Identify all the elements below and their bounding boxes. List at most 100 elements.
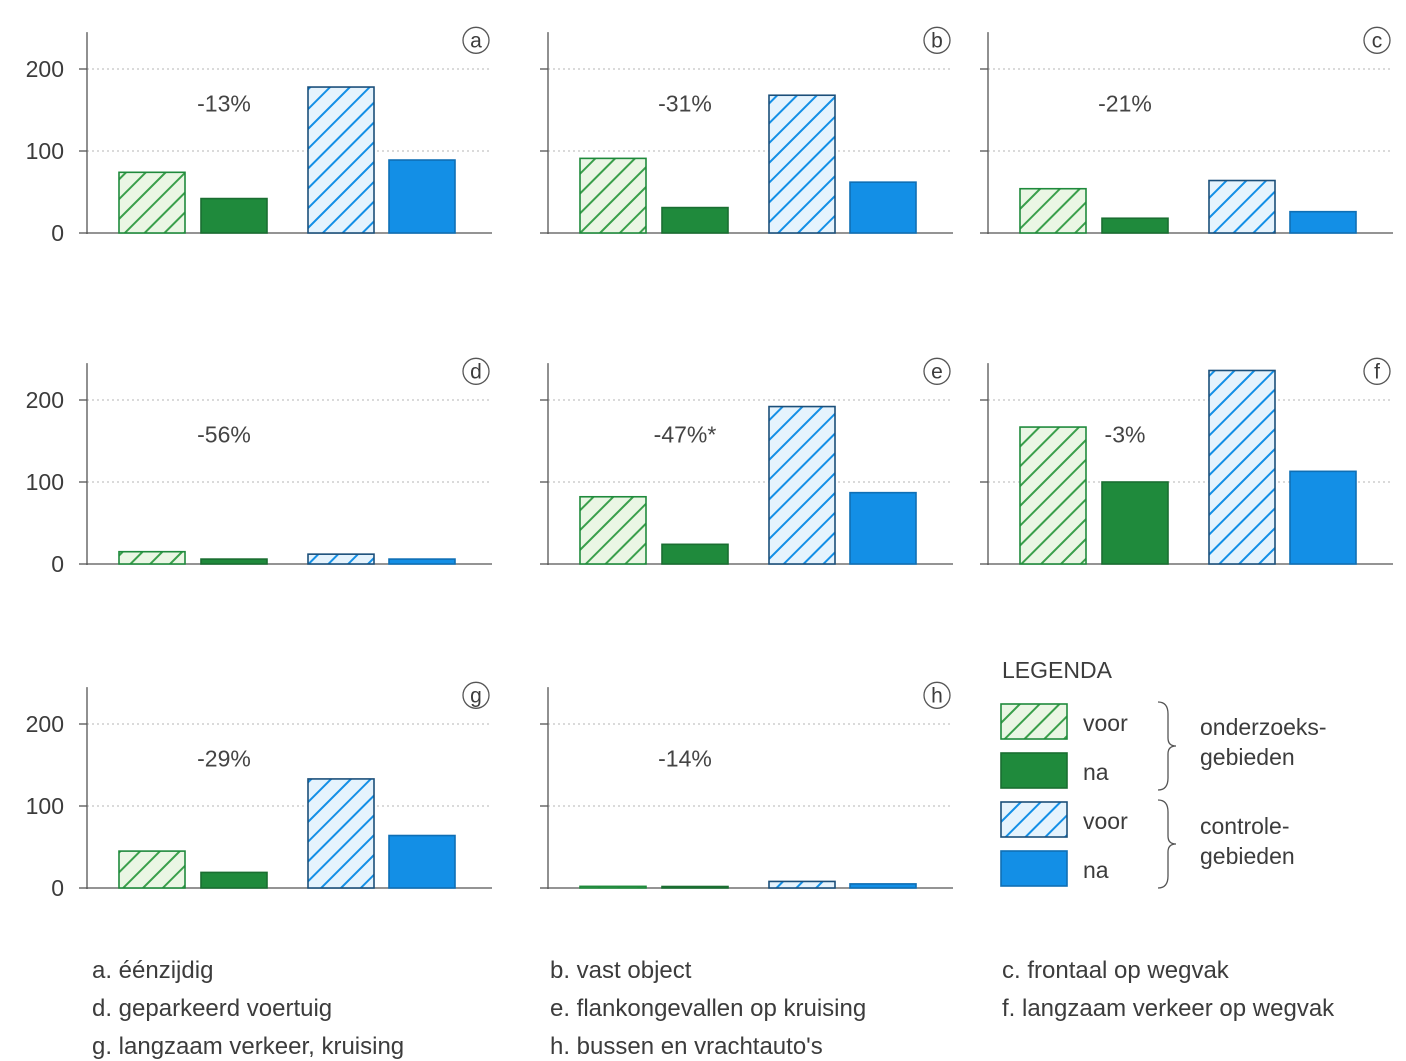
bar-h-controle-gebieden-na [849, 883, 917, 889]
bar-g-onderzoeks-gebieden-voor [118, 850, 186, 889]
bar-g-controle-gebieden-na [388, 834, 456, 889]
panel-d: 0 100 200 -56% d [26, 357, 492, 577]
bar-g-onderzoeks-gebieden-na [200, 871, 268, 889]
legend-group-label: gebieden [1200, 843, 1295, 869]
panel-letter-circle [462, 26, 490, 54]
panel-letter: f [1374, 360, 1380, 383]
caption-h: h. bussen en vrachtauto's [550, 1033, 823, 1060]
bar-a-controle-gebieden-na [388, 159, 456, 234]
bar-f-controle-gebieden-voor [1208, 369, 1276, 565]
y-tick-label: 0 [51, 220, 64, 246]
caption-f: f. langzaam verkeer op wegvak [1002, 995, 1335, 1022]
y-tick-label: 200 [26, 56, 64, 82]
legend-entry-controle-voor: voor [1000, 801, 1128, 838]
bar-a-onderzoeks-gebieden-voor [118, 171, 186, 234]
y-tick-label: 100 [26, 793, 64, 819]
bar-h-onderzoeks-gebieden-voor [579, 885, 647, 889]
legend-group-label: onderzoeks- [1200, 714, 1327, 740]
bar-c-onderzoeks-gebieden-na [1101, 217, 1169, 234]
bar-b-controle-gebieden-voor [768, 94, 836, 234]
change-label: -13% [197, 91, 251, 117]
bar-h-controle-gebieden-voor [768, 880, 836, 889]
legend-swatch [1000, 752, 1068, 789]
panel-letter-circle [1363, 26, 1391, 54]
bar-g-controle-gebieden-voor [307, 778, 375, 889]
legend-entry-onderzoeks-voor: voor [1000, 703, 1128, 740]
y-tick-label: 200 [26, 711, 64, 737]
captions: a. éénzijdig b. vast object c. frontaal op… [92, 957, 1335, 1060]
change-label: -14% [658, 746, 712, 772]
panel-a: 0 100 200 -13% a [26, 26, 492, 246]
legend: LEGENDA voor na voor na onderzoeks-gebieden co… [1000, 657, 1327, 889]
bar-e-onderzoeks-gebieden-na [661, 543, 729, 565]
bar-a-controle-gebieden-voor [307, 86, 375, 234]
bar-c-controle-gebieden-voor [1208, 179, 1276, 234]
legend-entry-onderzoeks-na: na [1000, 752, 1109, 789]
bar-a-onderzoeks-gebieden-na [200, 197, 268, 234]
panel-letter-circle [462, 681, 490, 709]
legend-group-label: controle- [1200, 813, 1289, 839]
legend-swatch [1000, 703, 1068, 740]
panel-letter-circle [462, 357, 490, 385]
panel-letter-circle [923, 681, 951, 709]
change-label: -31% [658, 91, 712, 117]
bar-c-controle-gebieden-na [1289, 210, 1357, 234]
legend-label: voor [1083, 710, 1128, 736]
caption-b: b. vast object [550, 957, 692, 984]
change-label: -29% [197, 746, 251, 772]
panel-letter-circle [923, 26, 951, 54]
panel-letter: c [1372, 29, 1383, 52]
y-tick-label: 0 [51, 875, 64, 901]
legend-title: LEGENDA [1002, 657, 1113, 683]
bar-b-onderzoeks-gebieden-voor [579, 157, 647, 234]
panel-letter: h [931, 684, 943, 707]
panel-letter: d [470, 360, 482, 383]
change-label: -21% [1098, 91, 1152, 117]
bar-d-onderzoeks-gebieden-na [200, 558, 268, 565]
bar-h-onderzoeks-gebieden-na [661, 885, 729, 889]
y-tick-label: 100 [26, 469, 64, 495]
change-label: -56% [197, 422, 251, 448]
bar-c-onderzoeks-gebieden-voor [1019, 187, 1087, 234]
panel-letter: e [931, 360, 943, 383]
caption-d: d. geparkeerd voertuig [92, 995, 332, 1022]
panel-h: -14% h [540, 681, 953, 889]
panel-letter-circle [923, 357, 951, 385]
change-label: -47%* [654, 422, 717, 448]
bar-f-onderzoeks-gebieden-voor [1019, 426, 1087, 565]
y-tick-label: 100 [26, 138, 64, 164]
bar-e-controle-gebieden-voor [768, 405, 836, 565]
bar-d-controle-gebieden-voor [307, 553, 375, 565]
y-tick-label: 200 [26, 387, 64, 413]
legend-swatch [1000, 801, 1068, 838]
legend-brace-controle [1157, 799, 1177, 889]
legend-label: na [1083, 759, 1109, 785]
bar-f-onderzoeks-gebieden-na [1101, 481, 1169, 565]
legend-group-label: gebieden [1200, 744, 1295, 770]
caption-e: e. flankongevallen op kruising [550, 995, 866, 1022]
caption-a: a. éénzijdig [92, 957, 213, 984]
caption-c: c. frontaal op wegvak [1002, 957, 1230, 984]
panel-c: -21% c [980, 26, 1393, 234]
change-label: -3% [1105, 422, 1146, 448]
legend-brace-onderzoeks [1157, 701, 1177, 791]
caption-g: g. langzaam verkeer, kruising [92, 1033, 404, 1060]
y-tick-label: 0 [51, 551, 64, 577]
legend-label: na [1083, 857, 1109, 883]
panel-letter: g [470, 684, 482, 707]
panel-letter-circle [1363, 357, 1391, 385]
bar-e-controle-gebieden-na [849, 491, 917, 565]
bar-d-onderzoeks-gebieden-voor [118, 550, 186, 565]
bar-b-onderzoeks-gebieden-na [661, 206, 729, 234]
panel-letter: b [931, 29, 943, 52]
legend-label: voor [1083, 808, 1128, 834]
legend-entry-controle-na: na [1000, 850, 1109, 887]
legend-swatch [1000, 850, 1068, 887]
panel-e: -47%* e [540, 357, 953, 565]
panel-g: 0 100 200 -29% g [26, 681, 492, 901]
panel-b: -31% b [540, 26, 953, 234]
panels-layer: 0 100 200 -13% a -31% b -21% c 0 100 200 -56% d -47%* e… [26, 26, 1393, 901]
bar-b-controle-gebieden-na [849, 181, 917, 234]
bar-f-controle-gebieden-na [1289, 470, 1357, 565]
